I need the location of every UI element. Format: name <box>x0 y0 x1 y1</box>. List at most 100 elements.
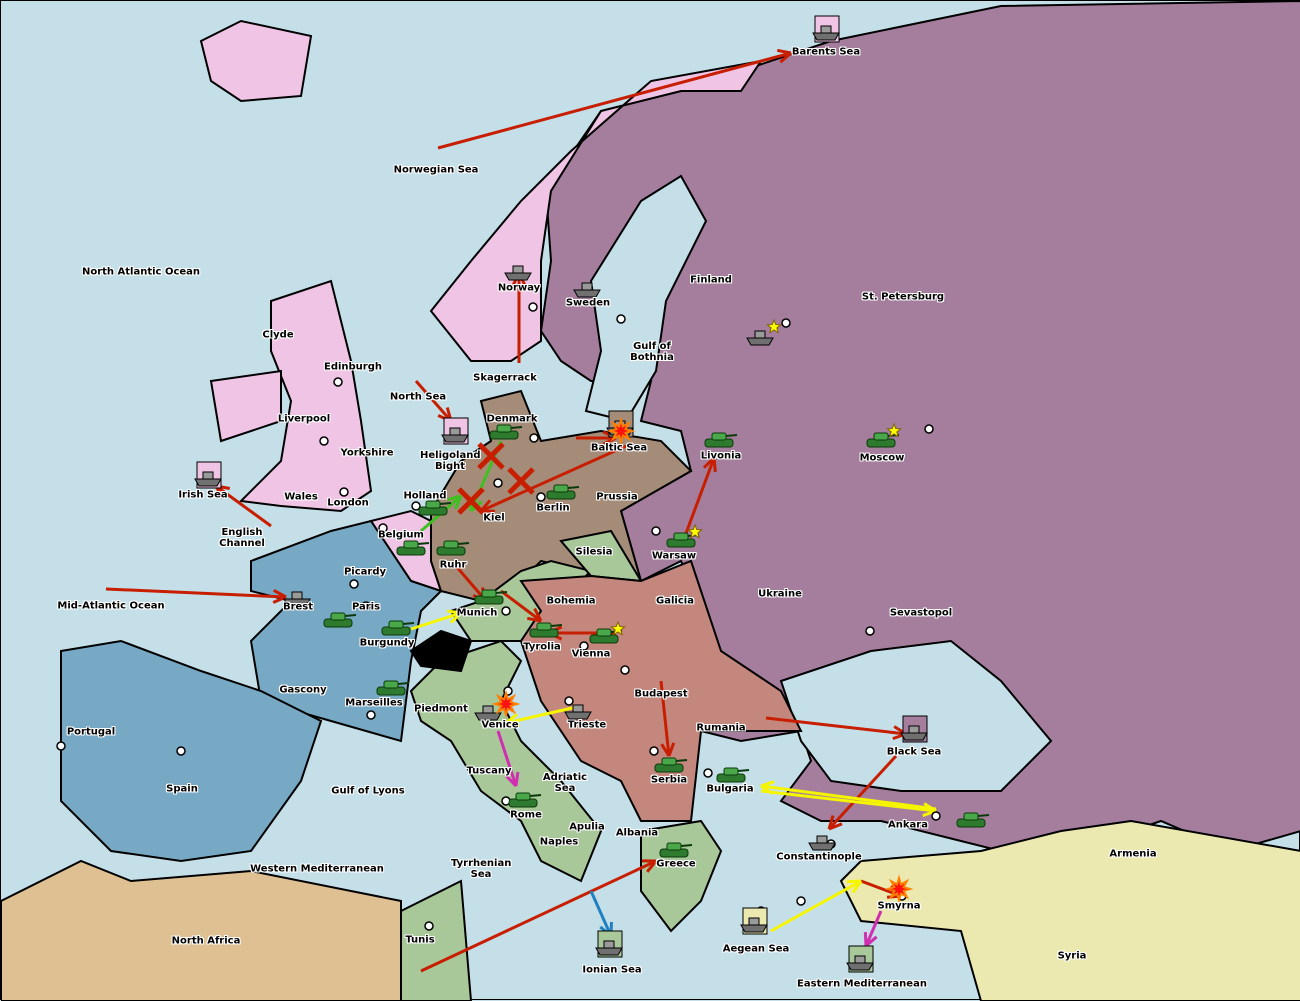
province-label-greece[interactable]: Greece <box>656 859 695 870</box>
province-label-baltic-sea[interactable]: Baltic Sea <box>591 443 647 454</box>
province-label-gulf-of-bothnia[interactable]: Gulf of Bothnia <box>622 341 682 363</box>
province-label-vienna[interactable]: Vienna <box>572 649 611 660</box>
province-label-belgium[interactable]: Belgium <box>378 530 424 541</box>
province-label-wales[interactable]: Wales <box>284 492 318 503</box>
bounce-explosion-icon <box>888 878 910 900</box>
supply-center-icon <box>57 742 65 750</box>
province-label-norway[interactable]: Norway <box>498 283 540 294</box>
supply-center-icon <box>367 711 375 719</box>
province-label-portugal[interactable]: Portugal <box>67 727 115 738</box>
province-label-ankara[interactable]: Ankara <box>888 820 928 831</box>
army-tank-barrel <box>496 592 507 593</box>
army-tank-turret <box>667 843 681 850</box>
province-label-ruhr[interactable]: Ruhr <box>440 560 467 571</box>
province-label-munich[interactable]: Munich <box>457 608 498 619</box>
province-label-skagerrack[interactable]: Skagerrack <box>473 373 537 384</box>
province-label-irish-sea[interactable]: Irish Sea <box>178 490 227 501</box>
army-tank-barrel <box>551 625 562 626</box>
province-label-ionian-sea[interactable]: Ionian Sea <box>582 965 641 976</box>
fleet-ship-icon <box>442 435 468 442</box>
supply-center-icon <box>334 378 342 386</box>
province-label-western-mediterranean[interactable]: Western Mediterranean <box>250 864 384 875</box>
province-label-trieste[interactable]: Trieste <box>568 720 606 731</box>
province-label-ukraine[interactable]: Ukraine <box>758 589 802 600</box>
province-label-picardy[interactable]: Picardy <box>344 567 386 578</box>
province-label-north-africa[interactable]: North Africa <box>172 936 241 947</box>
province-label-black-sea[interactable]: Black Sea <box>887 747 942 758</box>
province-label-bulgaria[interactable]: Bulgaria <box>706 784 753 795</box>
province-label-st-petersburg[interactable]: St. Petersburg <box>862 292 944 303</box>
province-label-albania[interactable]: Albania <box>616 828 658 839</box>
move-arrowhead <box>777 50 791 53</box>
army-tank-turret <box>404 541 418 548</box>
province-label-serbia[interactable]: Serbia <box>651 775 687 786</box>
province-label-kiel[interactable]: Kiel <box>483 513 504 524</box>
province-label-venice[interactable]: Venice <box>481 720 518 731</box>
province-label-bohemia[interactable]: Bohemia <box>547 596 596 607</box>
province-label-london[interactable]: London <box>327 498 369 509</box>
province-label-naples[interactable]: Naples <box>540 837 578 848</box>
province-label-clyde[interactable]: Clyde <box>262 330 293 341</box>
army-tank-turret <box>554 485 568 492</box>
army-tank-turret <box>674 533 688 540</box>
province-label-piedmont[interactable]: Piedmont <box>414 704 468 715</box>
province-label-moscow[interactable]: Moscow <box>860 453 905 464</box>
province-label-edinburgh[interactable]: Edinburgh <box>324 362 382 373</box>
province-label-holland[interactable]: Holland <box>403 491 446 502</box>
supply-center-icon <box>797 897 805 905</box>
province-label-brest[interactable]: Brest <box>283 602 313 613</box>
province-label-armenia[interactable]: Armenia <box>1109 849 1156 860</box>
province-label-burgundy[interactable]: Burgundy <box>360 638 415 649</box>
province-label-aegean-sea[interactable]: Aegean Sea <box>723 944 790 955</box>
province-label-tuscany[interactable]: Tuscany <box>466 766 511 777</box>
province-label-berlin[interactable]: Berlin <box>536 503 569 514</box>
supply-center-icon <box>425 922 433 930</box>
province-label-tyrrhenian-sea[interactable]: Tyrrhenian Sea <box>451 858 511 880</box>
province-label-apulia[interactable]: Apulia <box>569 822 605 833</box>
province-label-smyrna[interactable]: Smyrna <box>878 901 921 912</box>
province-label-spain[interactable]: Spain <box>166 784 198 795</box>
province-label-tunis[interactable]: Tunis <box>405 935 434 946</box>
fleet-ship-icon <box>195 479 221 486</box>
supply-center-icon <box>530 434 538 442</box>
province-label-north-sea[interactable]: North Sea <box>390 392 446 403</box>
province-label-gascony[interactable]: Gascony <box>279 685 326 696</box>
province-label-sweden[interactable]: Sweden <box>566 298 610 309</box>
province-label-prussia[interactable]: Prussia <box>596 492 637 503</box>
fleet-ship-icon <box>847 963 873 970</box>
province-label-warsaw[interactable]: Warsaw <box>652 551 696 562</box>
province-label-budapest[interactable]: Budapest <box>634 689 687 700</box>
province-label-eastern-mediterranean[interactable]: Eastern Mediterranean <box>797 979 927 990</box>
army-tank-barrel <box>726 435 737 436</box>
province-label-syria[interactable]: Syria <box>1058 951 1087 962</box>
province-label-silesia[interactable]: Silesia <box>576 547 613 558</box>
province-label-paris[interactable]: Paris <box>352 602 380 613</box>
province-label-finland[interactable]: Finland <box>690 275 732 286</box>
province-label-heligoland-bight[interactable]: Heligoland Bight <box>420 450 480 472</box>
province-label-constantinople[interactable]: Constantinople <box>776 852 862 863</box>
army-tank-barrel <box>418 543 429 544</box>
province-label-adriatic-sea[interactable]: Adriatic Sea <box>535 772 595 794</box>
province-label-gulf-of-lyons[interactable]: Gulf of Lyons <box>331 786 404 797</box>
army-tank-turret <box>444 541 458 548</box>
province-label-galicia[interactable]: Galicia <box>656 596 694 607</box>
province-label-english-channel[interactable]: English Channel <box>212 527 272 549</box>
province-label-denmark[interactable]: Denmark <box>487 414 538 425</box>
bounce-explosion-icon <box>495 693 517 715</box>
province-label-norwegian-sea[interactable]: Norwegian Sea <box>394 165 479 176</box>
province-label-liverpool[interactable]: Liverpool <box>278 414 330 425</box>
province-label-rumania[interactable]: Rumania <box>696 723 745 734</box>
army-tank-barrel <box>568 487 579 488</box>
province-label-tyrolia[interactable]: Tyrolia <box>523 642 561 653</box>
province-label-mid-atlantic-ocean[interactable]: Mid-Atlantic Ocean <box>57 601 164 612</box>
province-label-north-atlantic-ocean[interactable]: North Atlantic Ocean <box>82 267 200 278</box>
province-label-rome[interactable]: Rome <box>510 810 542 821</box>
province-label-barents-sea[interactable]: Barents Sea <box>792 47 860 58</box>
province-label-sevastopol[interactable]: Sevastopol <box>890 608 952 619</box>
supply-center-icon <box>866 627 874 635</box>
province-label-livonia[interactable]: Livonia <box>701 451 741 462</box>
province-label-marseilles[interactable]: Marseilles <box>345 698 402 709</box>
province-label-yorkshire[interactable]: Yorkshire <box>341 448 394 459</box>
